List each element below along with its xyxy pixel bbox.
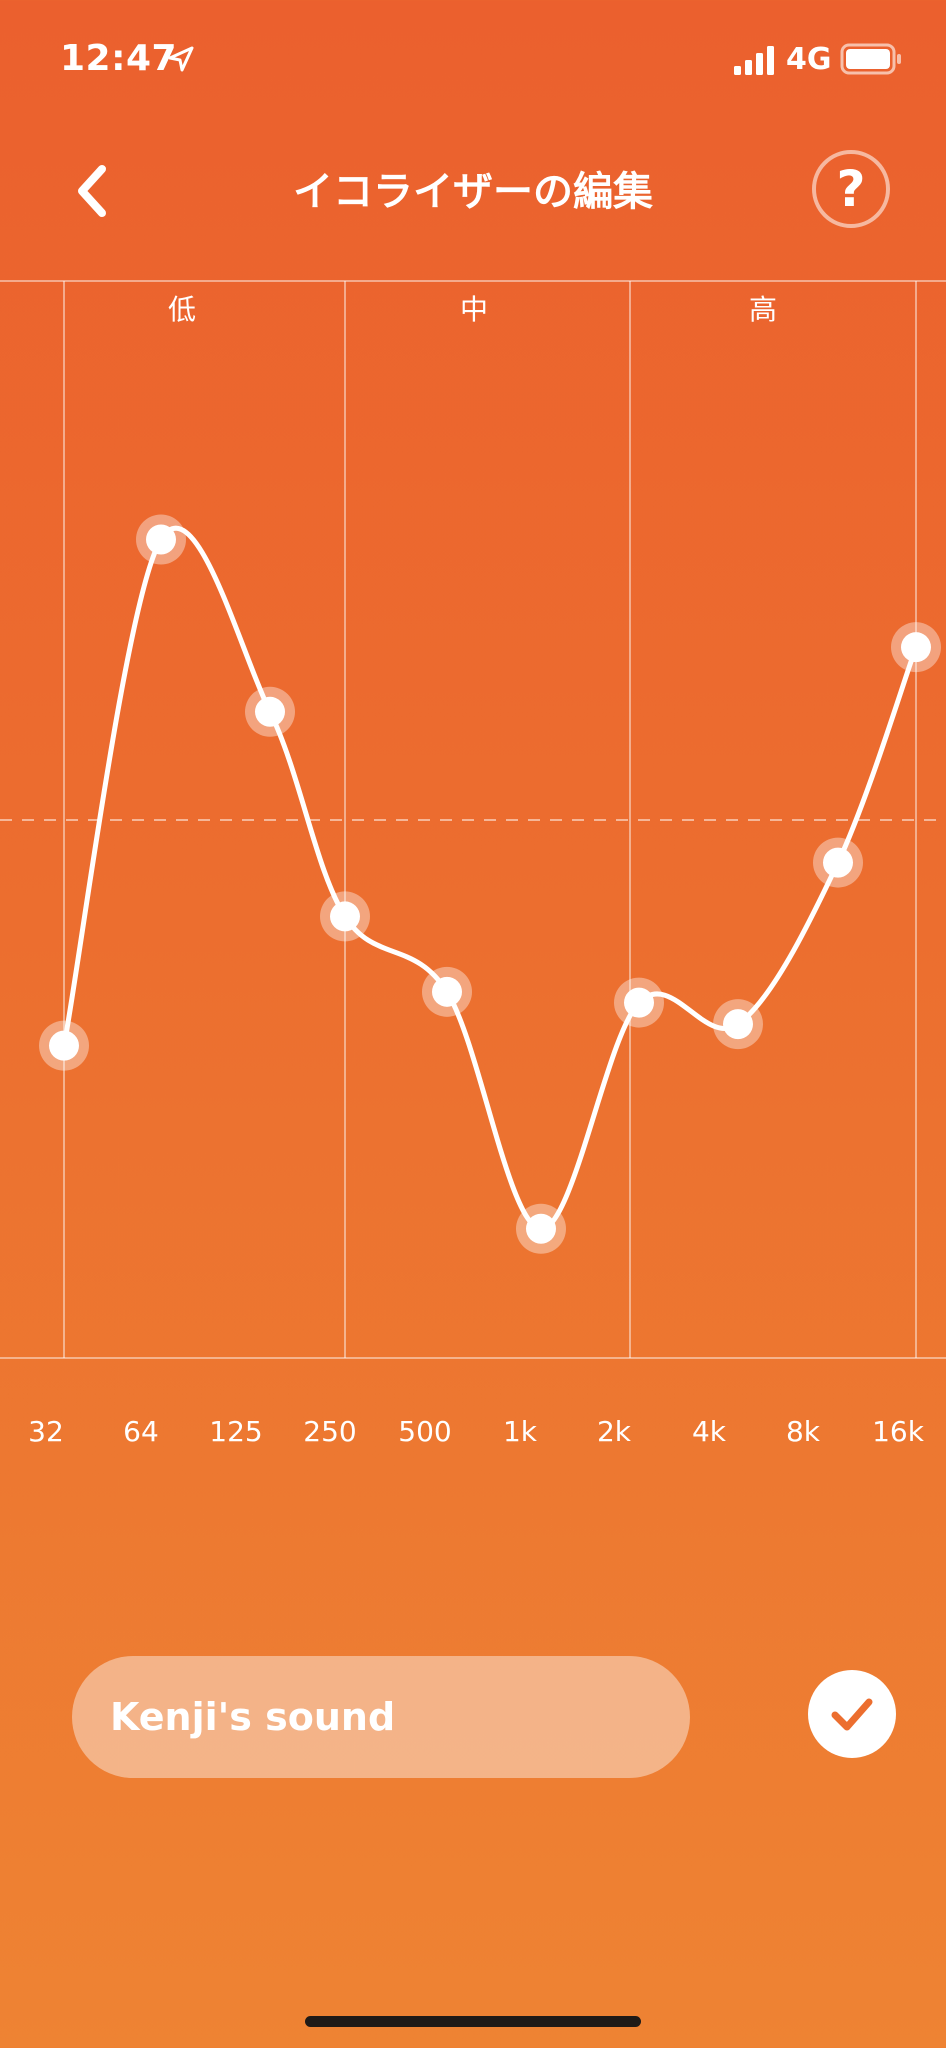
page-title: イコライザーの編集 [293,169,653,215]
network-type: 4G [786,42,832,77]
home-indicator [305,2016,641,2027]
band-label: 低 [167,293,196,326]
preset-name-field[interactable] [72,1656,690,1778]
frequency-label: 2k [596,1415,632,1448]
help-button[interactable]: ? [812,150,890,228]
battery-icon [840,43,901,75]
status-time: 12:47 [60,38,178,79]
eq-handle-knob [49,1030,79,1061]
eq-handle-knob [432,976,462,1007]
preset-name-input[interactable] [108,1694,690,1740]
eq-handle-32[interactable] [39,1020,89,1071]
eq-handle-1k[interactable] [516,1203,566,1254]
frequency-label: 250 [303,1415,357,1448]
frequency-label: 64 [123,1415,159,1448]
location-arrow-icon [168,46,194,72]
eq-handle-knob [330,901,360,932]
frequency-label: 500 [398,1415,452,1448]
signal-bars-icon [734,46,774,75]
status-bar: 12:47 4G [0,0,946,120]
band-label: 高 [748,293,777,326]
checkmark-icon [831,1698,873,1731]
confirm-button[interactable] [808,1670,896,1758]
eq-handle-knob [823,847,853,878]
back-button[interactable] [56,150,128,232]
equalizer-chart: 低 中 高 32 64 125 250 500 1k 2k 4k 8k 16k [0,0,946,1480]
eq-handle-4k[interactable] [713,999,763,1050]
eq-handle-2k[interactable] [614,977,664,1028]
equalizer-handles [39,514,941,1254]
eq-handle-knob [723,1009,753,1040]
eq-handle-250[interactable] [320,891,370,942]
eq-handle-16k[interactable] [891,622,941,673]
chevron-left-icon [78,165,106,217]
equalizer-grid [0,280,946,1359]
eq-handle-knob [146,524,176,555]
equalizer-graph [0,0,946,1480]
eq-handle-knob [901,632,931,663]
eq-handle-knob [624,987,654,1018]
eq-handle-500[interactable] [422,966,472,1017]
frequency-label: 4k [691,1415,727,1448]
frequency-label: 16k [872,1415,924,1448]
eq-handle-125[interactable] [245,686,295,737]
eq-handle-8k[interactable] [813,837,863,888]
frequency-label: 1k [502,1415,538,1448]
equalizer-curve [61,526,919,1232]
frequency-label: 8k [785,1415,821,1448]
eq-handle-knob [526,1213,556,1244]
band-label: 中 [459,293,488,326]
frequency-label: 125 [209,1415,263,1448]
eq-handle-knob [255,696,285,727]
eq-handle-64[interactable] [136,514,186,565]
frequency-label: 32 [28,1415,64,1448]
